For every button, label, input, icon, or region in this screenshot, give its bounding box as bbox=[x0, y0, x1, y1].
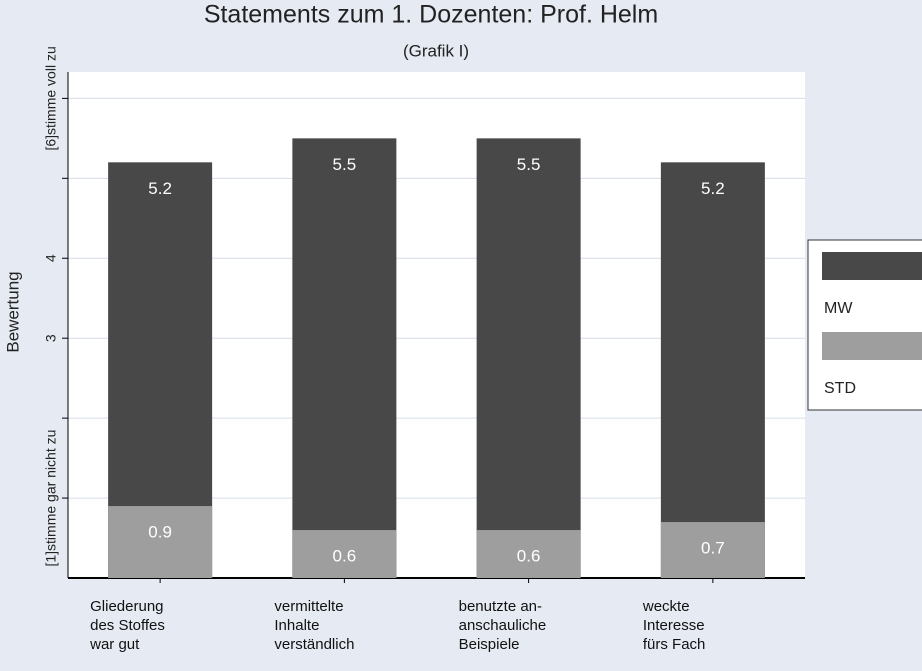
bar bbox=[292, 138, 397, 579]
value-label: 0.7 bbox=[701, 539, 725, 558]
y-axis-title: Bewertung bbox=[3, 271, 22, 352]
bar bbox=[292, 530, 397, 578]
x-tick-label: Gliederung des Stoffes war gut bbox=[90, 598, 165, 653]
bar bbox=[660, 522, 765, 578]
x-tick-label: benutzte an- anschauliche Beispiele bbox=[458, 598, 547, 653]
bar bbox=[476, 138, 581, 579]
legend-swatch bbox=[822, 252, 922, 280]
y-tick-label: [1]stimme gar nicht zu bbox=[43, 430, 59, 567]
value-label: 0.6 bbox=[517, 547, 541, 566]
bar bbox=[660, 162, 765, 578]
y-tick-label: 4 bbox=[43, 254, 59, 262]
value-label: 5.5 bbox=[517, 155, 541, 174]
x-tick-label: vermittelte Inhalte verständlich bbox=[274, 598, 355, 653]
bar bbox=[108, 506, 213, 578]
y-tick-label: 3 bbox=[43, 334, 59, 342]
bar bbox=[476, 530, 581, 578]
value-label: 0.6 bbox=[333, 547, 357, 566]
chart-subtitle: (Grafik I) bbox=[403, 41, 469, 60]
legend-label: STD bbox=[824, 380, 856, 397]
legend-label: MW bbox=[824, 300, 853, 317]
chart-title: Statements zum 1. Dozenten: Prof. Helm bbox=[204, 1, 658, 29]
value-label: 5.2 bbox=[701, 179, 725, 198]
legend-swatch bbox=[822, 332, 922, 360]
x-tick-label: weckte Interesse fürs Fach bbox=[642, 598, 706, 653]
value-label: 0.9 bbox=[148, 523, 172, 542]
value-label: 5.2 bbox=[148, 179, 172, 198]
value-label: 5.5 bbox=[333, 155, 357, 174]
y-tick-label: [6]stimme voll zu bbox=[43, 46, 59, 150]
